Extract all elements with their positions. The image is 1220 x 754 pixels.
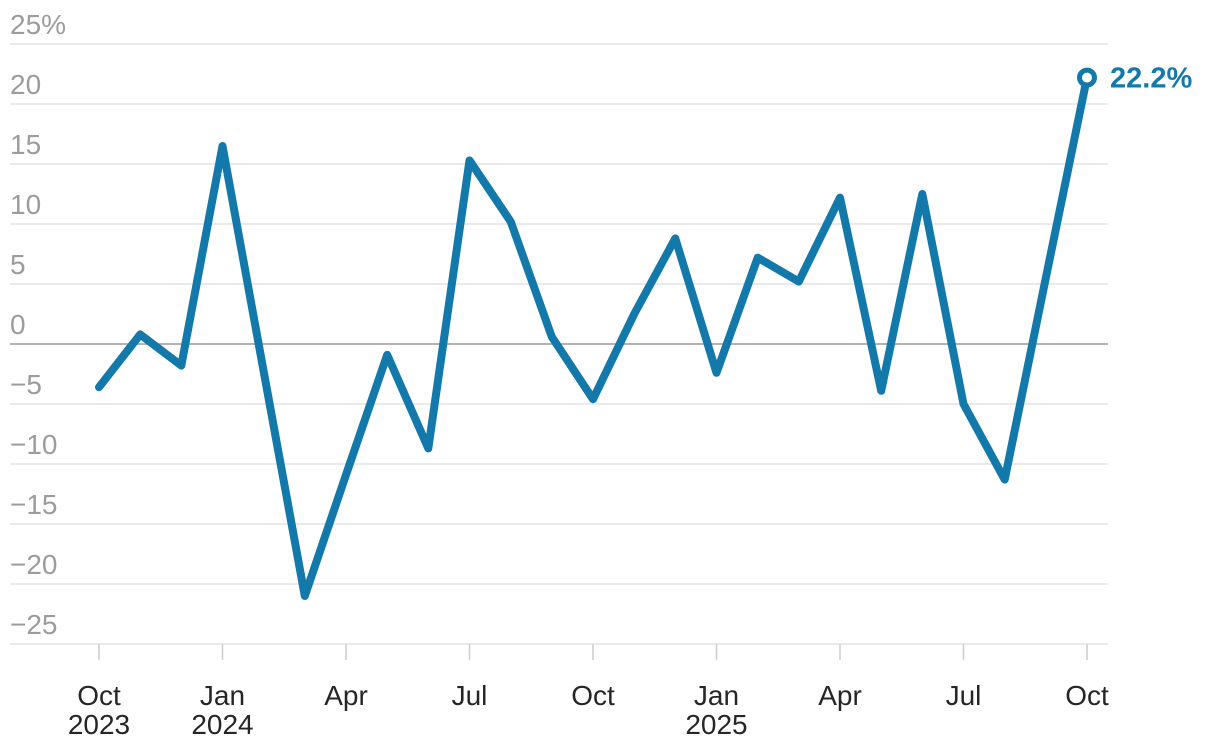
y-axis-tick-label: −20 bbox=[10, 549, 58, 580]
y-axis-tick-label: −15 bbox=[10, 489, 58, 520]
y-axis-tick-label: 10 bbox=[10, 189, 41, 220]
y-axis-tick-label: 25% bbox=[10, 9, 66, 40]
y-axis-tick-label: 15 bbox=[10, 129, 41, 160]
x-axis-tick-label: Oct bbox=[1065, 680, 1109, 711]
data-line bbox=[95, 73, 1091, 600]
x-axis-tick-label: Jul bbox=[452, 680, 488, 711]
end-value-label: 22.2% bbox=[1110, 63, 1192, 95]
x-axis-tick-label: Apr bbox=[818, 680, 862, 711]
y-axis-tick-label: 0 bbox=[10, 309, 26, 340]
y-axis-tick-label: 5 bbox=[10, 249, 26, 280]
y-axis-tick-label: −10 bbox=[10, 429, 58, 460]
x-axis-tick-label: Oct bbox=[77, 680, 121, 711]
x-axis-tick-label: Jan bbox=[200, 680, 245, 711]
x-axis-year-label: 2023 bbox=[68, 709, 130, 740]
y-axis-tick-label: −25 bbox=[10, 609, 58, 640]
x-axis-tick-label: Apr bbox=[324, 680, 368, 711]
x-axis-year-label: 2025 bbox=[685, 709, 747, 740]
x-axis-year-label: 2024 bbox=[191, 709, 253, 740]
y-axis-tick-label: −5 bbox=[10, 369, 42, 400]
y-axis-tick-label: 20 bbox=[10, 69, 41, 100]
x-axis-tick-label: Jul bbox=[946, 680, 982, 711]
x-axis-tick-label: Jan bbox=[694, 680, 739, 711]
end-point-marker bbox=[1077, 67, 1098, 88]
x-axis-tick-label: Oct bbox=[571, 680, 615, 711]
